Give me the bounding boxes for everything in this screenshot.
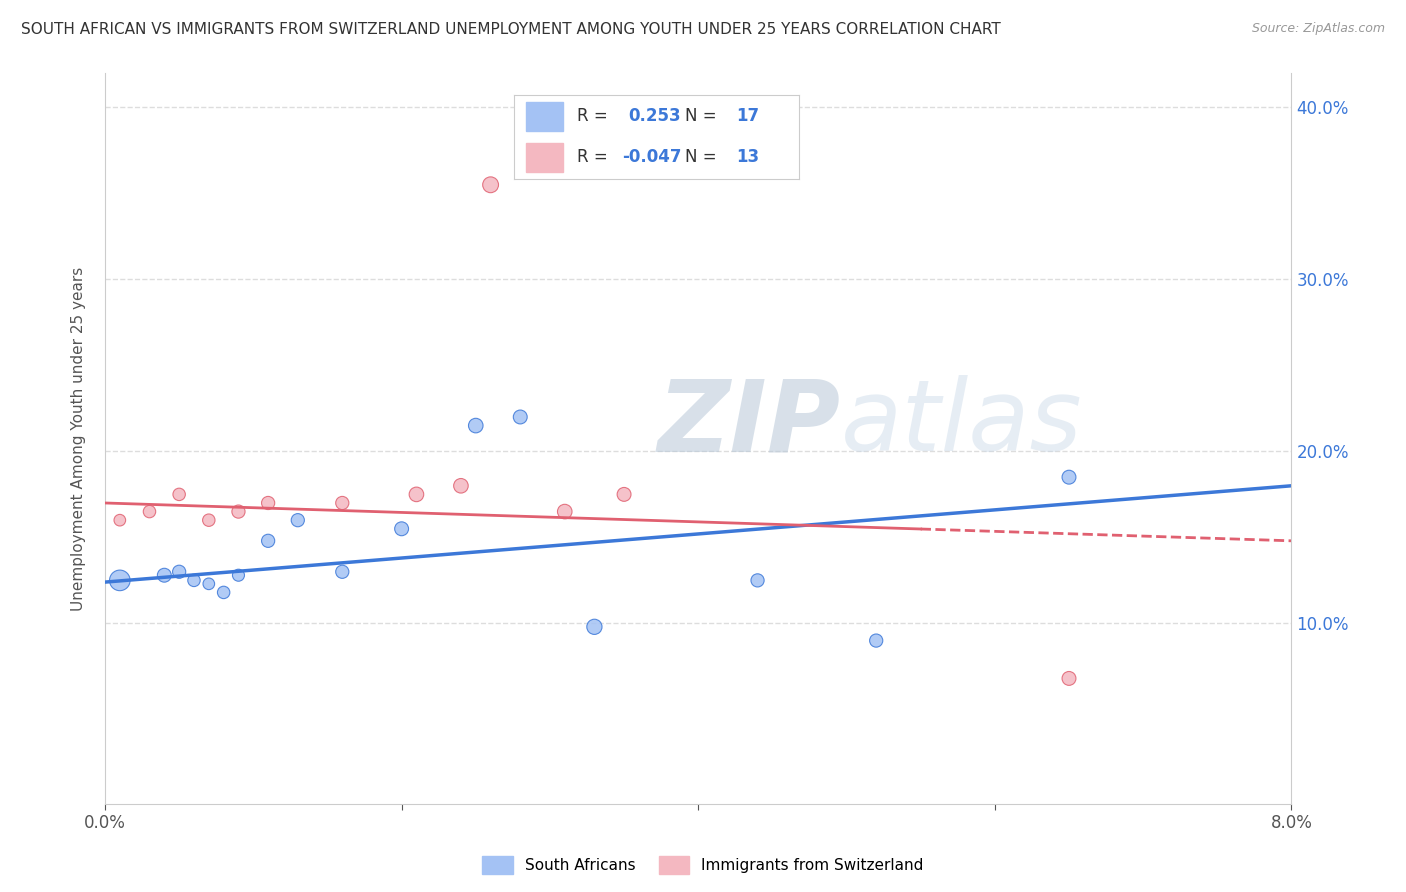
- Point: [613, 487, 636, 501]
- Text: Source: ZipAtlas.com: Source: ZipAtlas.com: [1251, 22, 1385, 36]
- Point: [228, 505, 250, 519]
- Point: [108, 513, 131, 527]
- Point: [138, 505, 160, 519]
- Point: [198, 513, 221, 527]
- Point: [330, 496, 353, 510]
- Point: [583, 620, 606, 634]
- Point: [257, 533, 280, 548]
- Point: [167, 565, 190, 579]
- Point: [464, 418, 486, 433]
- Point: [405, 487, 427, 501]
- Point: [1057, 470, 1080, 484]
- Text: SOUTH AFRICAN VS IMMIGRANTS FROM SWITZERLAND UNEMPLOYMENT AMONG YOUTH UNDER 25 Y: SOUTH AFRICAN VS IMMIGRANTS FROM SWITZER…: [21, 22, 1001, 37]
- Point: [228, 568, 250, 582]
- Point: [167, 487, 190, 501]
- Point: [554, 505, 576, 519]
- Point: [212, 585, 235, 599]
- Point: [391, 522, 413, 536]
- Point: [509, 409, 531, 424]
- Point: [287, 513, 309, 527]
- Text: ZIP: ZIP: [658, 376, 841, 473]
- Y-axis label: Unemployment Among Youth under 25 years: Unemployment Among Youth under 25 years: [72, 267, 86, 611]
- Point: [330, 565, 353, 579]
- Point: [747, 574, 769, 588]
- Point: [198, 577, 221, 591]
- Point: [108, 574, 131, 588]
- Point: [183, 574, 205, 588]
- Point: [257, 496, 280, 510]
- Point: [153, 568, 176, 582]
- Legend: South Africans, Immigrants from Switzerland: South Africans, Immigrants from Switzerl…: [477, 850, 929, 880]
- Point: [450, 479, 472, 493]
- Point: [865, 633, 887, 648]
- Point: [1057, 672, 1080, 686]
- Text: atlas: atlas: [841, 376, 1083, 473]
- Point: [479, 178, 502, 192]
